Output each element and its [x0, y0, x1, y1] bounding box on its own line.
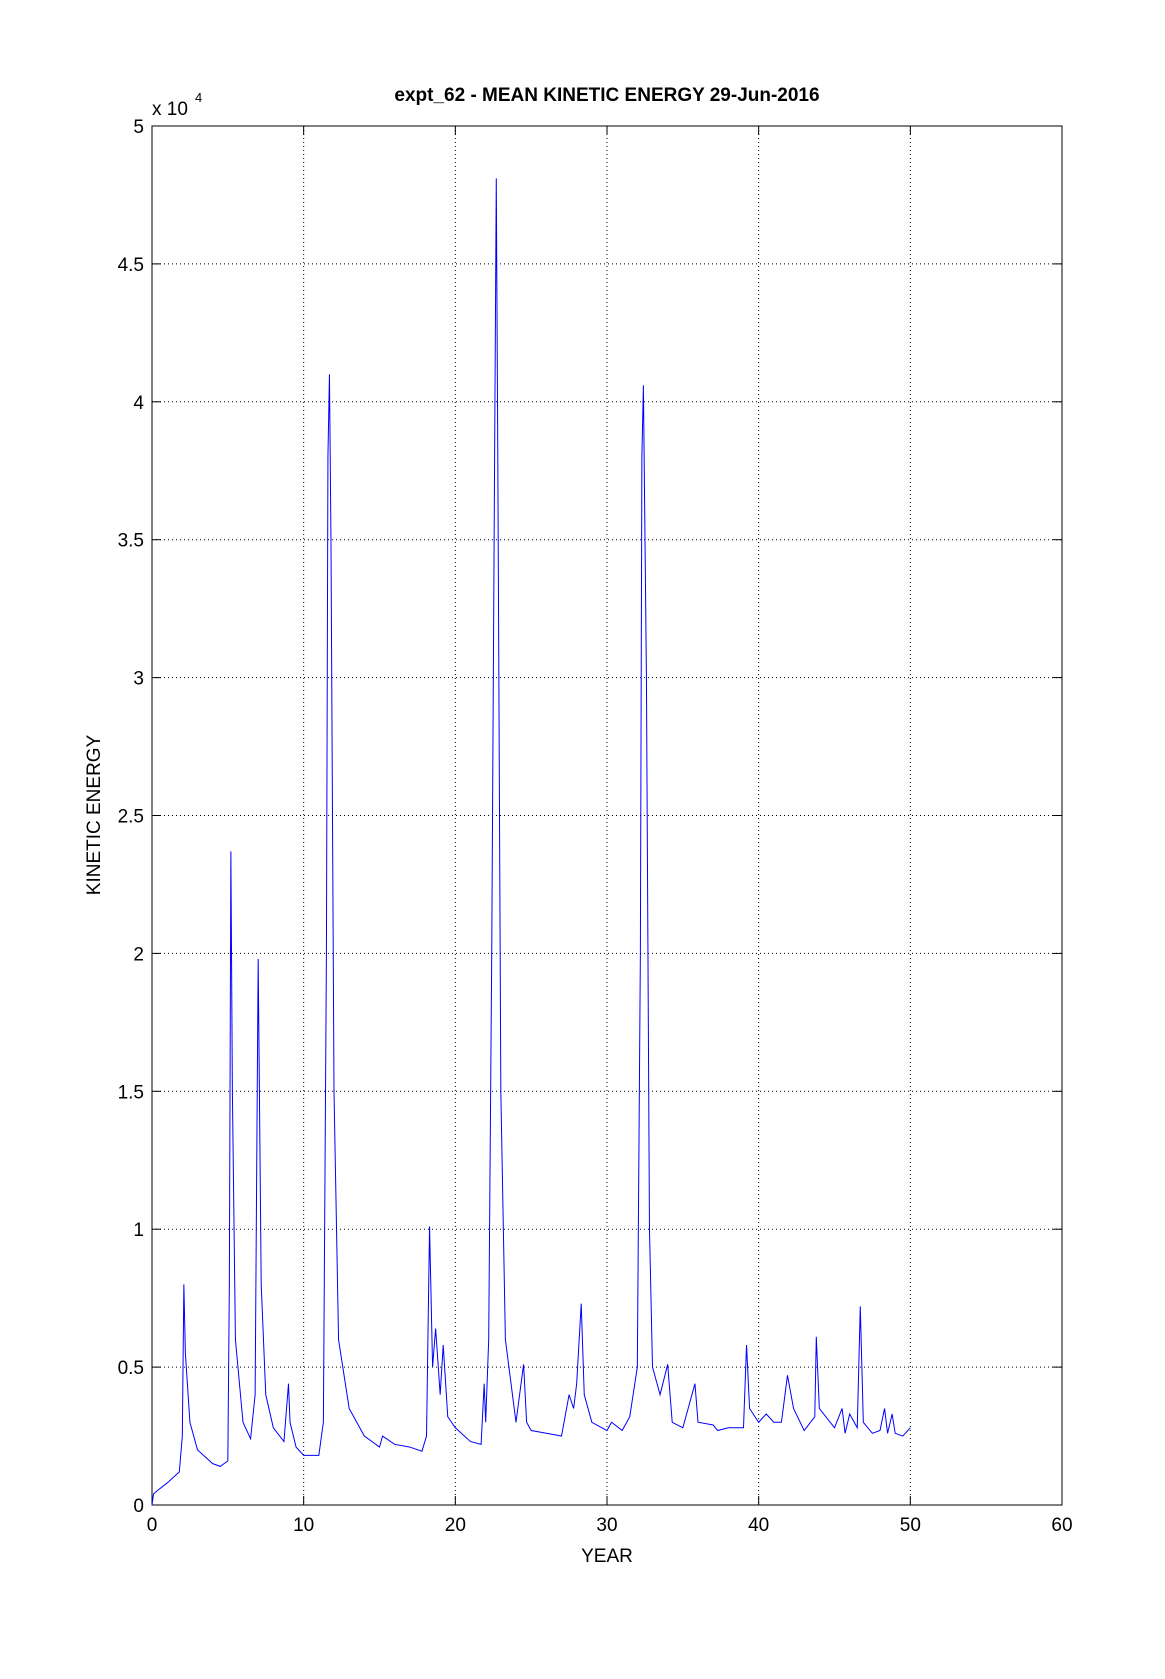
- y-multiplier-exponent: 4: [195, 90, 202, 105]
- x-tick-label: 60: [1051, 1515, 1072, 1536]
- y-tick-label: 4.5: [118, 255, 144, 276]
- y-tick-label: 5: [133, 117, 144, 138]
- y-tick-label: 2: [133, 944, 144, 965]
- plot-frame: [151, 125, 1063, 1506]
- chart-title: expt_62 - MEAN KINETIC ENERGY 29-Jun-201…: [394, 85, 819, 106]
- x-tick-label: 20: [445, 1515, 466, 1536]
- y-axis-label: KINETIC ENERGY: [84, 734, 105, 895]
- x-axis-label: YEAR: [581, 1546, 633, 1567]
- x-tick-label: 40: [748, 1515, 769, 1536]
- y-tick-label: 2.5: [118, 807, 144, 828]
- x-tick-label: 10: [293, 1515, 314, 1536]
- y-tick-label: 1: [133, 1220, 144, 1241]
- x-tick-label: 50: [900, 1515, 921, 1536]
- y-tick-label: 0.5: [118, 1358, 144, 1379]
- data-line: [151, 178, 911, 1506]
- y-tick-label: 4: [133, 393, 144, 414]
- y-multiplier: x 10: [152, 99, 188, 120]
- y-tick-label: 1.5: [118, 1082, 144, 1103]
- x-tick-label: 30: [596, 1515, 617, 1536]
- y-tick-label: 3: [133, 669, 144, 690]
- x-tick-label: 0: [147, 1515, 158, 1536]
- y-tick-label: 3.5: [118, 531, 144, 552]
- y-tick-label: 0: [133, 1496, 144, 1517]
